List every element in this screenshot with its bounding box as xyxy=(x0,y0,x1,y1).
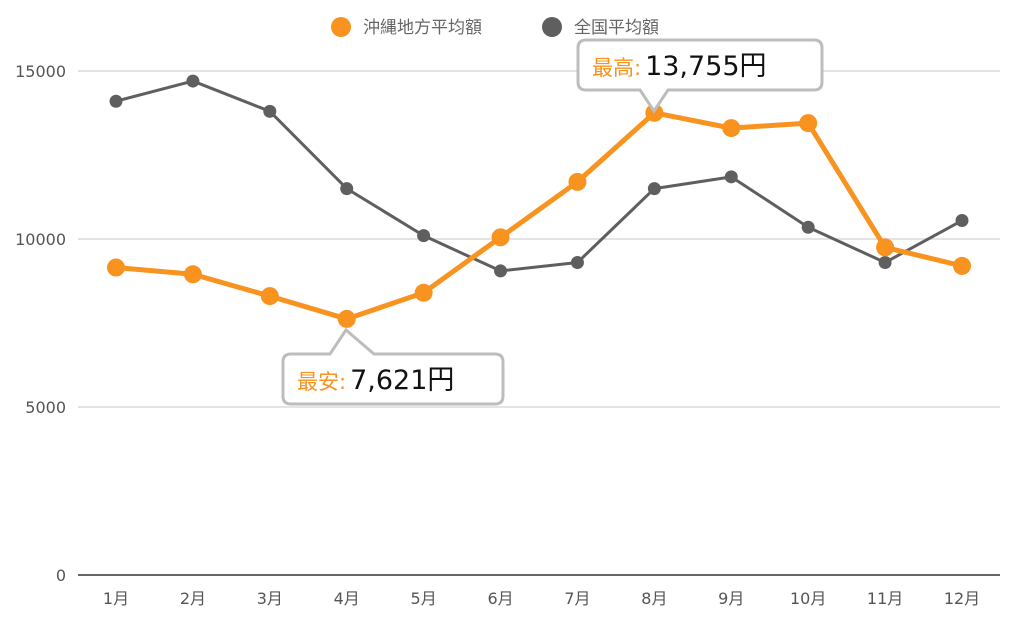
x-tick-label: 9月 xyxy=(718,589,744,608)
callout-label: 最安: xyxy=(297,370,346,394)
data-point xyxy=(801,220,815,234)
legend-marker-0 xyxy=(331,17,351,37)
data-point xyxy=(337,309,356,328)
data-point xyxy=(876,238,895,257)
legend: 沖縄地方平均額 全国平均額 xyxy=(331,17,659,38)
data-point xyxy=(955,214,969,228)
data-point xyxy=(953,256,971,275)
series-layer xyxy=(107,74,971,328)
data-point xyxy=(183,265,202,284)
x-tick-label: 8月 xyxy=(641,589,667,608)
series-line-0 xyxy=(113,110,965,322)
y-tick-label: 0 xyxy=(56,566,66,585)
data-point xyxy=(570,256,584,270)
y-tick-label: 5000 xyxy=(25,398,66,417)
grid-layer xyxy=(78,70,1000,408)
callout-value: 7,621円 xyxy=(350,365,454,396)
x-tick-label: 2月 xyxy=(180,589,206,608)
data-point xyxy=(260,287,279,306)
x-tick-label: 4月 xyxy=(334,589,360,608)
x-tick-label: 5月 xyxy=(411,589,437,608)
callout-text: 最安: 7,621円 xyxy=(297,365,454,396)
data-point xyxy=(491,228,510,247)
data-point xyxy=(878,256,892,270)
x-tick-label: 7月 xyxy=(564,589,590,608)
legend-label-1: 全国平均額 xyxy=(574,18,659,38)
data-point xyxy=(109,94,123,108)
x-tick-label: 3月 xyxy=(257,589,283,608)
callout-text: 最高: 13,755円 xyxy=(592,51,767,82)
data-point xyxy=(568,172,587,191)
data-point xyxy=(494,264,508,278)
data-point xyxy=(107,258,125,277)
axis-layer: 0 5000 10000 15000 1月 2月 3月 4月 5月 6月 7月 8月 9月 10月 11月 1… xyxy=(15,62,1000,608)
callout-value: 13,755円 xyxy=(645,51,766,82)
data-point xyxy=(417,229,431,243)
x-tick-label: 1月 xyxy=(103,589,129,608)
x-tick-label: 11月 xyxy=(867,589,903,608)
y-tick-label: 10000 xyxy=(15,230,66,249)
x-tick-label: 6月 xyxy=(487,589,513,608)
data-point xyxy=(186,74,200,88)
legend-label-0: 沖縄地方平均額 xyxy=(363,18,482,38)
data-point xyxy=(340,182,354,196)
data-point xyxy=(799,114,818,133)
data-point xyxy=(647,182,661,196)
callout-max: 最高: 13,755円 xyxy=(576,38,824,114)
y-tick-label: 15000 xyxy=(15,62,66,81)
data-point xyxy=(263,104,277,118)
callout-box xyxy=(576,38,824,114)
legend-marker-1 xyxy=(542,17,562,37)
callout-label: 最高: xyxy=(592,56,641,80)
series-line-1 xyxy=(114,79,964,273)
x-tick-label: 10月 xyxy=(790,589,826,608)
data-point xyxy=(724,170,738,184)
data-point xyxy=(722,119,741,138)
data-point xyxy=(414,283,433,302)
callout-box xyxy=(281,327,505,406)
x-tick-label: 12月 xyxy=(944,589,980,608)
callout-min: 最安: 7,621円 xyxy=(281,327,505,406)
